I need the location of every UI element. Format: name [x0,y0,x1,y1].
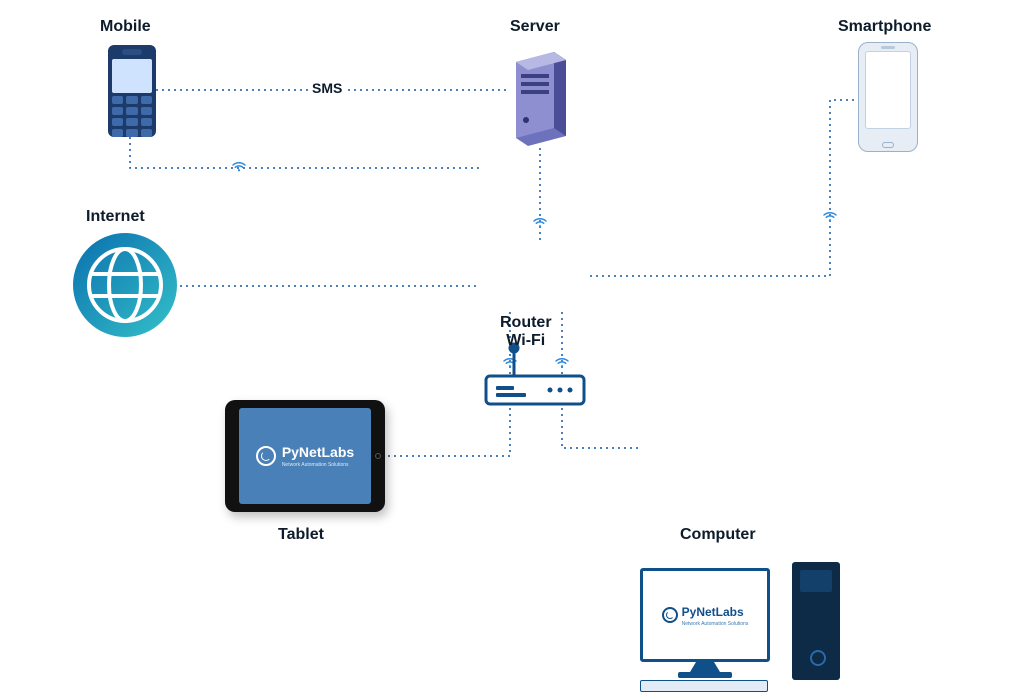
brand-logo-icon [662,607,678,623]
brand-tagline: Network Automation Solutions [282,462,354,468]
label-tablet: Tablet [278,526,324,544]
tablet-icon: PyNetLabs Network Automation Solutions [225,400,385,512]
brand-tagline: Network Automation Solutions [682,621,749,627]
label-router: Router Wi-Fi [500,314,552,351]
internet-icon [70,230,180,340]
wifi-icon [531,212,549,230]
router-icon [480,342,590,412]
diagram-stage: SMS Mobile Server Smartphone Internet [0,0,1024,559]
label-internet: Internet [86,208,145,226]
edge-label-sms: SMS [308,80,346,96]
label-router-line1: Router [500,314,552,331]
label-router-line2: Wi-Fi [506,332,545,349]
label-server: Server [510,18,560,36]
wifi-icon [230,156,248,174]
edge-router-smartphone [590,100,858,276]
brand-logo-icon [256,446,276,466]
smartphone-icon [858,42,918,152]
brand-name: PyNetLabs [282,444,354,460]
edge-mobile-router [130,137,480,168]
brand-name: PyNetLabs [682,605,744,619]
label-mobile: Mobile [100,18,151,36]
wifi-icon [821,206,839,224]
server-icon [506,48,576,148]
computer-icon: PyNetLabs Network Automation Solutions [640,562,840,692]
mobile-icon [108,45,156,137]
label-smartphone: Smartphone [838,18,931,36]
label-computer: Computer [680,526,756,544]
